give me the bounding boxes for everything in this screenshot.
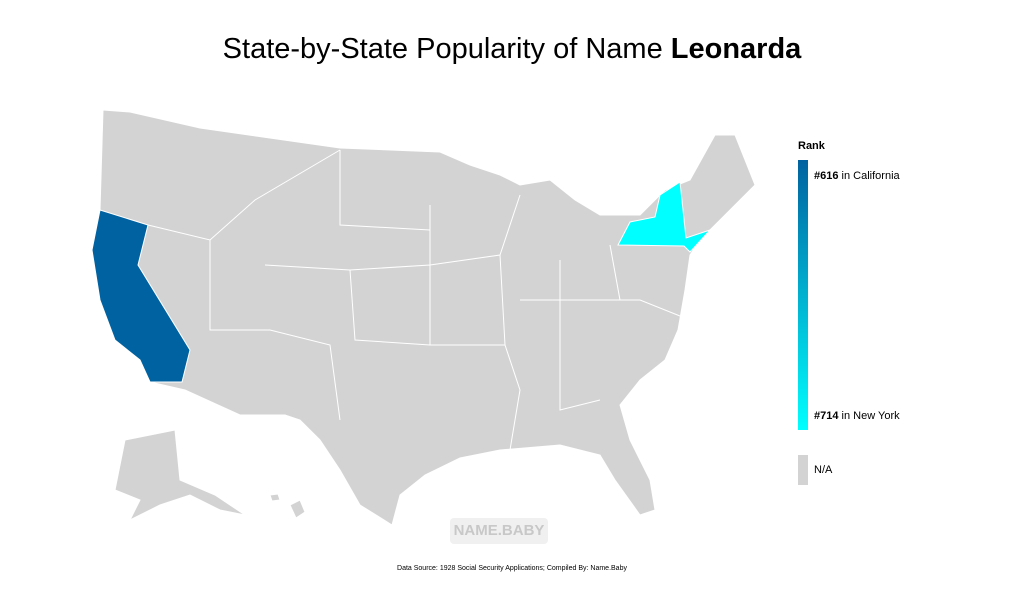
- hawaii: [269, 493, 306, 519]
- legend-rank: #714: [814, 410, 839, 422]
- title: State-by-State Popularity of Name Leonar…: [223, 33, 803, 65]
- title-name: Leonarda: [671, 33, 802, 65]
- alaska: [114, 429, 246, 522]
- legend-state: in California: [842, 170, 901, 182]
- legend-title: Rank: [798, 140, 826, 152]
- state-border: [147, 149, 691, 451]
- legend-gradient: [798, 160, 808, 430]
- legend-rank: #616: [814, 170, 838, 182]
- legend-bottom: #714 in New York: [814, 410, 900, 422]
- new-york: [617, 181, 712, 253]
- legend-top: #616 in California: [814, 170, 901, 182]
- california: [91, 209, 191, 383]
- footer: Data Source: 1928 Social Security Applic…: [397, 565, 627, 572]
- title-text: State-by-State Popularity of Name: [223, 33, 663, 65]
- us-map: [91, 109, 756, 526]
- us-land: [91, 109, 756, 526]
- legend-na: N/A: [814, 464, 833, 476]
- legend-state: in New York: [842, 410, 901, 422]
- watermark: NAME.BABY: [454, 522, 545, 539]
- legend-na-swatch: [798, 455, 808, 485]
- watermark-box: [450, 518, 548, 544]
